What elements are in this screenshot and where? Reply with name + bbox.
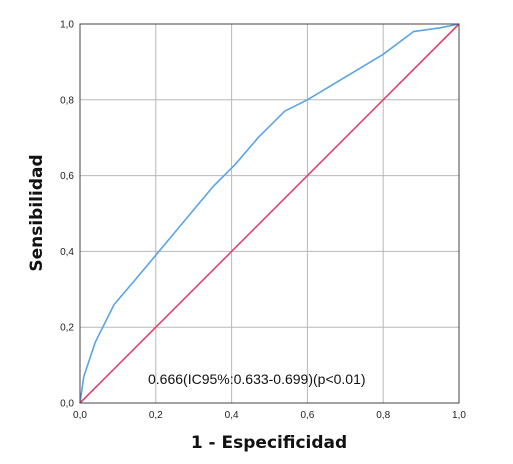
x-tick-label: 0,2 bbox=[149, 410, 163, 421]
y-tick-label: 0,6 bbox=[60, 171, 74, 182]
x-tick-label: 1,0 bbox=[452, 410, 466, 421]
y-tick-label: 0,2 bbox=[60, 323, 74, 334]
auc-annotation: 0.666(IC95%:0.633-0.699)(p<0.01) bbox=[148, 371, 366, 387]
roc-curve-line bbox=[79, 23, 460, 404]
grid-lines bbox=[80, 24, 459, 403]
reference-diagonal-line bbox=[79, 23, 460, 404]
y-axis-title: Sensibilidad bbox=[27, 154, 47, 271]
tick-labels: 0,0 0,2 0,4 0,6 0,8 1,0 0,0 0,2 0,4 0,6 0,8 1,0 bbox=[60, 20, 466, 422]
y-tick-label: 0,0 bbox=[60, 399, 74, 410]
x-tick-label: 0,6 bbox=[300, 410, 314, 421]
x-axis-title: 1 - Especificidad bbox=[191, 433, 347, 453]
x-tick-label: 0,8 bbox=[376, 410, 390, 421]
y-tick-label: 0,8 bbox=[60, 95, 74, 106]
series-group bbox=[79, 23, 460, 404]
y-tick-label: 1,0 bbox=[60, 20, 74, 31]
x-tick-label: 0,4 bbox=[225, 410, 239, 421]
x-tick-label: 0,0 bbox=[73, 410, 87, 421]
y-tick-label: 0,4 bbox=[60, 247, 74, 258]
plot-frame bbox=[79, 23, 460, 404]
